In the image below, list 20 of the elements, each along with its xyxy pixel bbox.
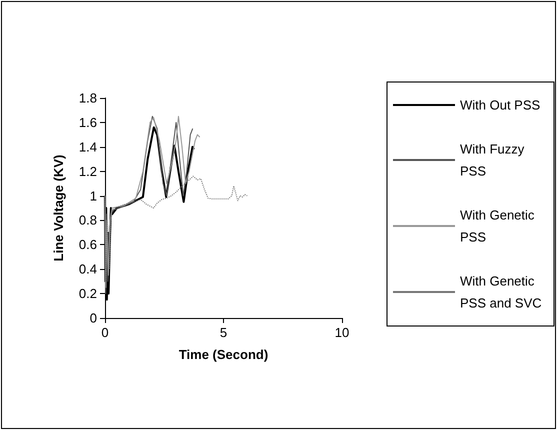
legend-label: With Genetic PSS — [460, 208, 538, 244]
y-axis-title: Line Voltage (KV) — [51, 154, 66, 262]
x-axis-title: Time (Second) — [178, 347, 268, 362]
y-tick-label: 1.6 — [78, 114, 97, 130]
y-tick-label: 0 — [90, 310, 97, 326]
y-tick-label: 1.8 — [78, 90, 97, 106]
x-tick-label: 0 — [101, 325, 109, 340]
x-tick-label: 5 — [220, 325, 228, 340]
y-tick-label: 0.2 — [78, 286, 97, 302]
y-tick-label: 1.2 — [78, 164, 97, 179]
y-tick-label: 1.4 — [78, 139, 97, 154]
y-tick-label: 0.4 — [78, 262, 97, 277]
y-tick-label: 0.8 — [78, 212, 97, 228]
line-series — [104, 176, 248, 282]
legend-label: With Genetic PSS and SVC — [460, 274, 542, 310]
legend-label: With Fuzzy PSS — [460, 142, 528, 178]
x-tick-label: 10 — [334, 325, 350, 340]
y-tick-label: 0.6 — [78, 237, 97, 252]
legend-label: With Out PSS — [460, 98, 541, 112]
y-tick-label: 1 — [90, 188, 97, 204]
